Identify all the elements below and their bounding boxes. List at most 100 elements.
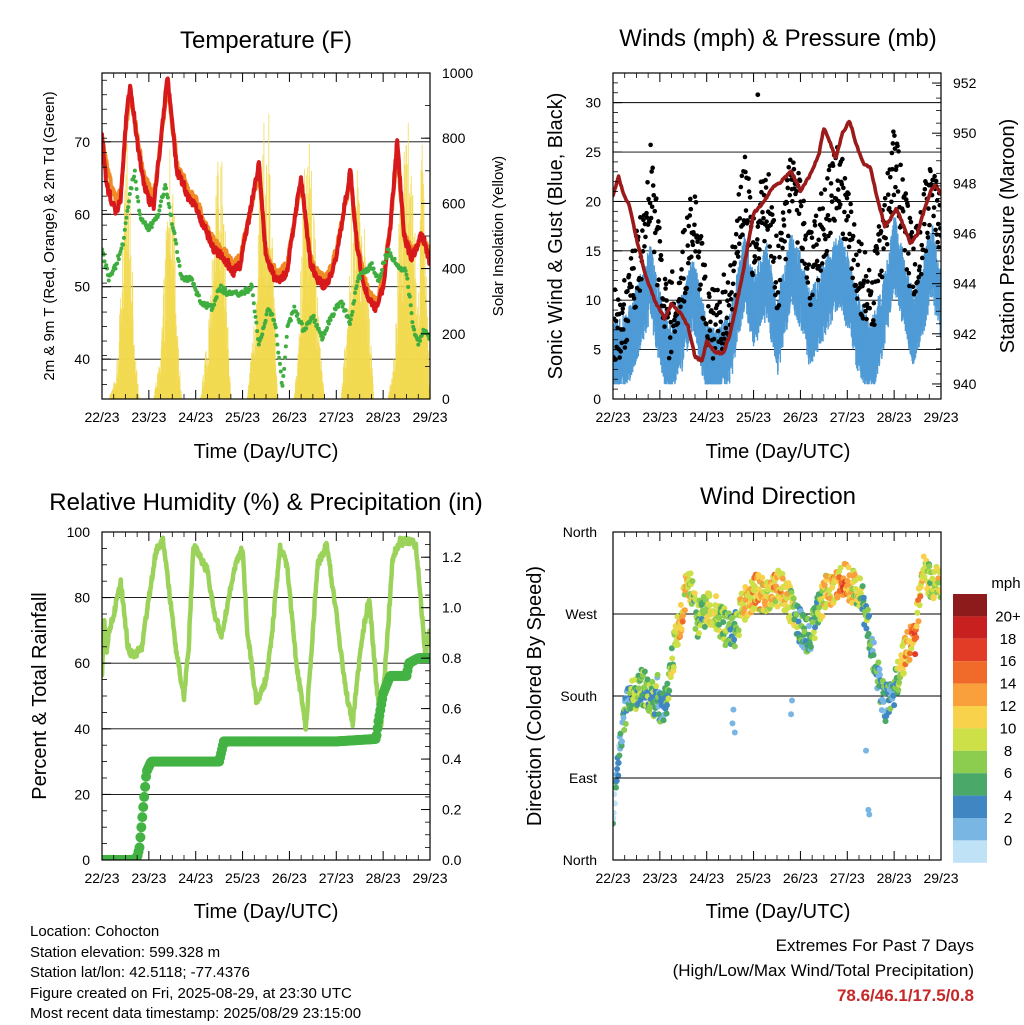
dewpoint-point — [404, 272, 409, 277]
wind-direction-point — [783, 595, 790, 602]
gust-point — [891, 129, 896, 134]
gust-point — [828, 230, 833, 236]
dewpoint-point — [106, 278, 111, 283]
wind-direction-point — [668, 645, 675, 652]
gust-point — [650, 165, 655, 171]
gust-point — [646, 196, 651, 202]
gust-point — [681, 299, 687, 304]
dewpoint-point — [409, 311, 414, 316]
dewpoint-point — [427, 336, 430, 341]
dewpoint-point — [326, 321, 331, 326]
dewpoint-point — [175, 249, 180, 254]
gust-point — [708, 319, 713, 325]
gust-point — [895, 189, 901, 194]
wind-direction-point — [936, 587, 941, 594]
gust-point — [895, 143, 900, 149]
temperature-y2-tick-label: 200 — [442, 326, 466, 342]
dewpoint-point — [163, 183, 168, 188]
wind-direction-point — [614, 765, 621, 772]
gust-point — [881, 246, 886, 251]
dewpoint-point — [137, 212, 142, 217]
colorbar-label: 0 — [1004, 832, 1012, 849]
gust-point — [889, 199, 894, 205]
wind-direction-point — [876, 666, 883, 673]
wind-direction-point — [649, 678, 656, 685]
gust-point — [662, 276, 668, 282]
dewpoint-point — [348, 317, 353, 322]
gust-point — [794, 188, 799, 194]
precipitation-point — [134, 842, 145, 853]
direction-data — [613, 553, 941, 827]
winds-y-tick-label: 20 — [585, 193, 601, 209]
gust-point — [870, 318, 876, 323]
wind-direction-point — [916, 602, 923, 609]
gust-point — [715, 328, 721, 334]
gust-point — [728, 263, 733, 268]
wind-direction-point — [678, 625, 685, 632]
precipitation-point — [139, 791, 150, 802]
temperature-x-tick-label: 27/23 — [319, 409, 354, 425]
wind-direction-point — [641, 668, 648, 675]
wind-direction-point — [795, 618, 802, 625]
wind-direction-point — [730, 706, 737, 713]
gust-point — [652, 230, 658, 236]
winds-left-axis-label: Sonic Wind & Gust (Blue, Black) — [545, 93, 567, 380]
gust-point — [890, 141, 896, 146]
gust-point — [794, 207, 800, 213]
direction-x-tick-label: 27/23 — [830, 870, 865, 886]
gust-point — [742, 154, 748, 160]
humidity-y2-tick-label: 1.2 — [442, 549, 462, 565]
dewpoint-point — [270, 312, 275, 317]
wind-direction-point — [691, 590, 698, 597]
colorbar-swatch — [953, 638, 987, 662]
gust-point — [772, 285, 778, 290]
gust-point — [801, 220, 807, 226]
wind-direction-point — [900, 670, 907, 677]
gust-point — [933, 227, 938, 233]
gust-point — [693, 249, 698, 254]
gust-point — [810, 292, 815, 298]
wind-direction-point — [906, 650, 913, 657]
wind-direction-point — [913, 634, 920, 641]
wind-direction-point — [811, 635, 818, 642]
dewpoint-point — [170, 222, 175, 227]
gust-point — [889, 150, 895, 156]
gust-point — [771, 217, 777, 223]
dewpoint-point — [341, 301, 346, 306]
gust-point — [639, 276, 644, 282]
elevation-text: Station elevation: 599.328 m — [30, 943, 221, 961]
dewpoint-point — [347, 322, 352, 327]
gust-point — [917, 264, 922, 269]
gust-point — [761, 215, 766, 221]
gust-point — [648, 142, 653, 148]
colorbar-label: 4 — [1004, 788, 1012, 805]
gust-point — [770, 259, 776, 264]
dewpoint-point — [250, 293, 255, 298]
gust-point — [827, 217, 832, 223]
gust-point — [882, 202, 887, 208]
gust-point — [621, 302, 627, 307]
gust-point — [922, 221, 927, 227]
gust-point — [750, 272, 755, 278]
winds-data — [613, 92, 941, 385]
gust-point — [912, 262, 918, 267]
gust-point — [707, 294, 712, 299]
dewpoint-point — [132, 174, 137, 179]
humidity-x-label: Time (Day/UTC) — [194, 901, 339, 923]
wind-direction-point — [887, 705, 894, 712]
colorbar-swatch — [953, 661, 987, 684]
dewpoint-point — [277, 361, 282, 366]
gust-point — [629, 284, 634, 290]
gust-point — [797, 178, 803, 184]
gust-point — [692, 222, 697, 228]
dewpoint-point — [161, 192, 166, 197]
dewpoint-point — [408, 303, 413, 308]
colorbar-label: 10 — [1000, 720, 1017, 737]
dewpoint-point — [374, 273, 379, 278]
gust-point — [851, 257, 857, 263]
winds-y-tick-label: 25 — [585, 144, 601, 160]
wind-direction-point — [615, 772, 622, 779]
dewpoint-point — [176, 259, 181, 264]
gust-point — [931, 205, 937, 210]
gust-point — [754, 241, 760, 247]
